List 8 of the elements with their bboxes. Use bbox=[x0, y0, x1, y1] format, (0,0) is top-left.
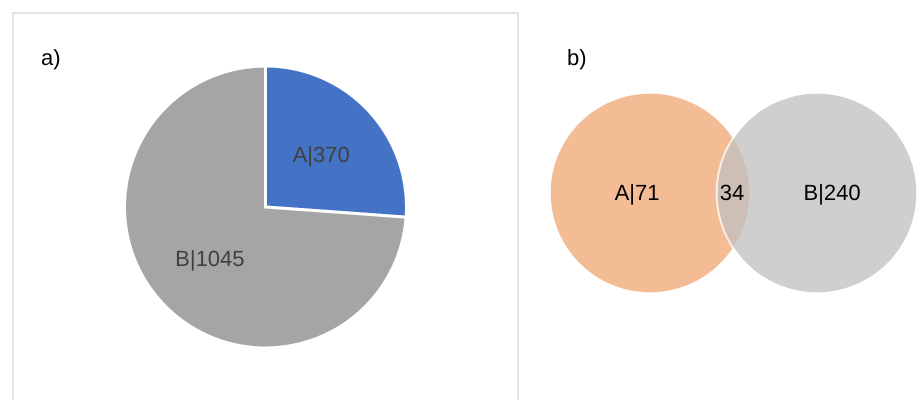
chart-title: a) bbox=[41, 45, 61, 70]
data-label: A|71 bbox=[614, 180, 660, 205]
pie-slice bbox=[123, 64, 408, 350]
text: b) bbox=[567, 45, 587, 70]
data-label: B|1045 bbox=[175, 246, 245, 271]
data-label: B|240 bbox=[803, 180, 861, 205]
text: 34 bbox=[720, 180, 744, 205]
data-label: A|370 bbox=[292, 142, 350, 168]
